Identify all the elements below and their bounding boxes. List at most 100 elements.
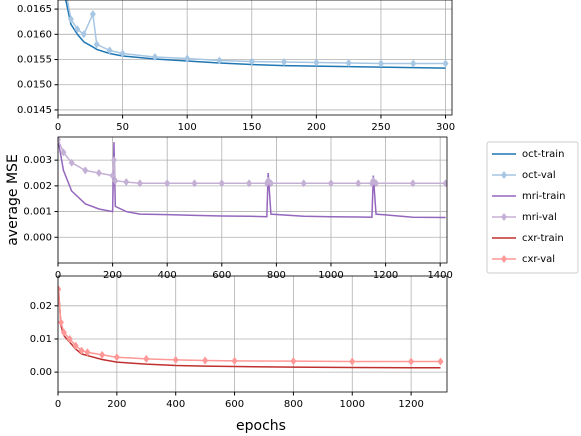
series-marker [66,334,73,343]
series-marker [119,49,126,58]
y-tick-label: 0.0165 [17,4,52,15]
series-line [58,139,446,219]
x-tick-label: 400 [158,270,177,281]
series-marker [300,179,307,188]
legend-label: mri-val [522,212,557,223]
series-marker [89,10,96,19]
legend-label: cxr-train [522,233,564,244]
x-axis-label: epochs [236,418,286,434]
y-tick-label: 0.0160 [17,29,52,40]
series-marker [99,350,106,359]
x-tick-label: 200 [107,399,126,410]
series-marker [377,59,384,68]
series-marker [267,179,274,188]
plot-area [58,285,444,369]
series-marker [123,178,130,186]
plot-area [64,0,449,69]
series-marker [218,179,225,188]
x-tick-label: 0 [55,399,61,410]
series-marker [313,58,320,67]
y-tick-label: 0.00 [30,367,52,378]
series-marker [172,355,179,364]
y-tick-label: 0.01 [30,334,52,345]
x-tick-label: 600 [225,399,244,410]
y-tick-label: 0.02 [30,301,52,312]
series-marker [80,30,87,39]
series-marker [136,179,143,188]
legend-label: oct-train [522,149,564,160]
series-marker [143,354,150,363]
series-marker [67,15,74,24]
series-line [58,289,441,363]
y-tick-label: 0.000 [23,232,52,243]
series-marker [93,40,100,49]
x-tick-label: 1200 [373,270,398,281]
series-marker [437,357,444,366]
x-tick-label: 0 [55,122,61,133]
series-marker [246,179,253,188]
series-marker [248,57,255,66]
series-marker [327,179,334,188]
x-tick-label: 800 [284,399,303,410]
y-tick-label: 0.0145 [17,105,52,116]
legend-marker [501,213,507,221]
series-marker [60,328,67,337]
x-tick-label: 400 [166,399,185,410]
series-marker [231,356,238,365]
series-marker [442,179,447,188]
axes-frame [57,0,453,116]
x-tick-label: 600 [212,270,231,281]
axes-frame [57,275,448,393]
series-marker [109,171,116,180]
legend-label: mri-train [522,191,566,202]
x-tick-label: 150 [242,122,261,133]
series-marker [408,357,415,366]
plot-area [58,137,447,219]
series-marker [442,59,449,68]
series-marker [58,137,61,144]
series-marker [82,166,89,175]
y-tick-label: 0.001 [23,207,52,218]
series-marker [72,341,79,350]
series-line [66,0,446,65]
series-marker [216,56,223,65]
y-tick-label: 0.0150 [17,80,52,91]
series-marker [355,179,362,188]
series-marker [202,356,209,365]
x-tick-label: 1200 [398,399,423,410]
y-tick-label: 0.0155 [17,55,52,66]
y-tick-label: 0.003 [23,155,52,166]
series-marker [410,59,417,68]
series-marker [84,348,91,357]
legend-marker [501,171,507,179]
series-marker [345,59,352,68]
series-marker [60,148,67,157]
x-tick-label: 50 [116,122,129,133]
x-tick-label: 250 [371,122,390,133]
series-marker [191,179,198,188]
series-marker [373,179,380,188]
x-tick-label: 0 [55,270,61,281]
axes-frame [57,136,448,264]
series-marker [58,285,62,294]
x-tick-label: 200 [307,122,326,133]
series-marker [68,158,75,167]
series-marker [113,353,120,362]
x-tick-label: 1000 [340,399,365,410]
x-tick-label: 300 [436,122,455,133]
x-tick-label: 1000 [318,270,343,281]
x-tick-label: 800 [267,270,286,281]
y-tick-label: 0.002 [23,181,52,192]
series-marker [110,156,117,165]
legend-label: oct-val [522,170,556,181]
series-marker [281,58,288,67]
series-marker [112,176,119,185]
series-marker [164,179,171,188]
series-marker [151,52,158,61]
x-tick-label: 1400 [427,270,452,281]
series-marker [78,346,85,355]
series-marker [95,169,102,177]
x-tick-label: 200 [103,270,122,281]
y-axis-label: average MSE [5,154,21,246]
